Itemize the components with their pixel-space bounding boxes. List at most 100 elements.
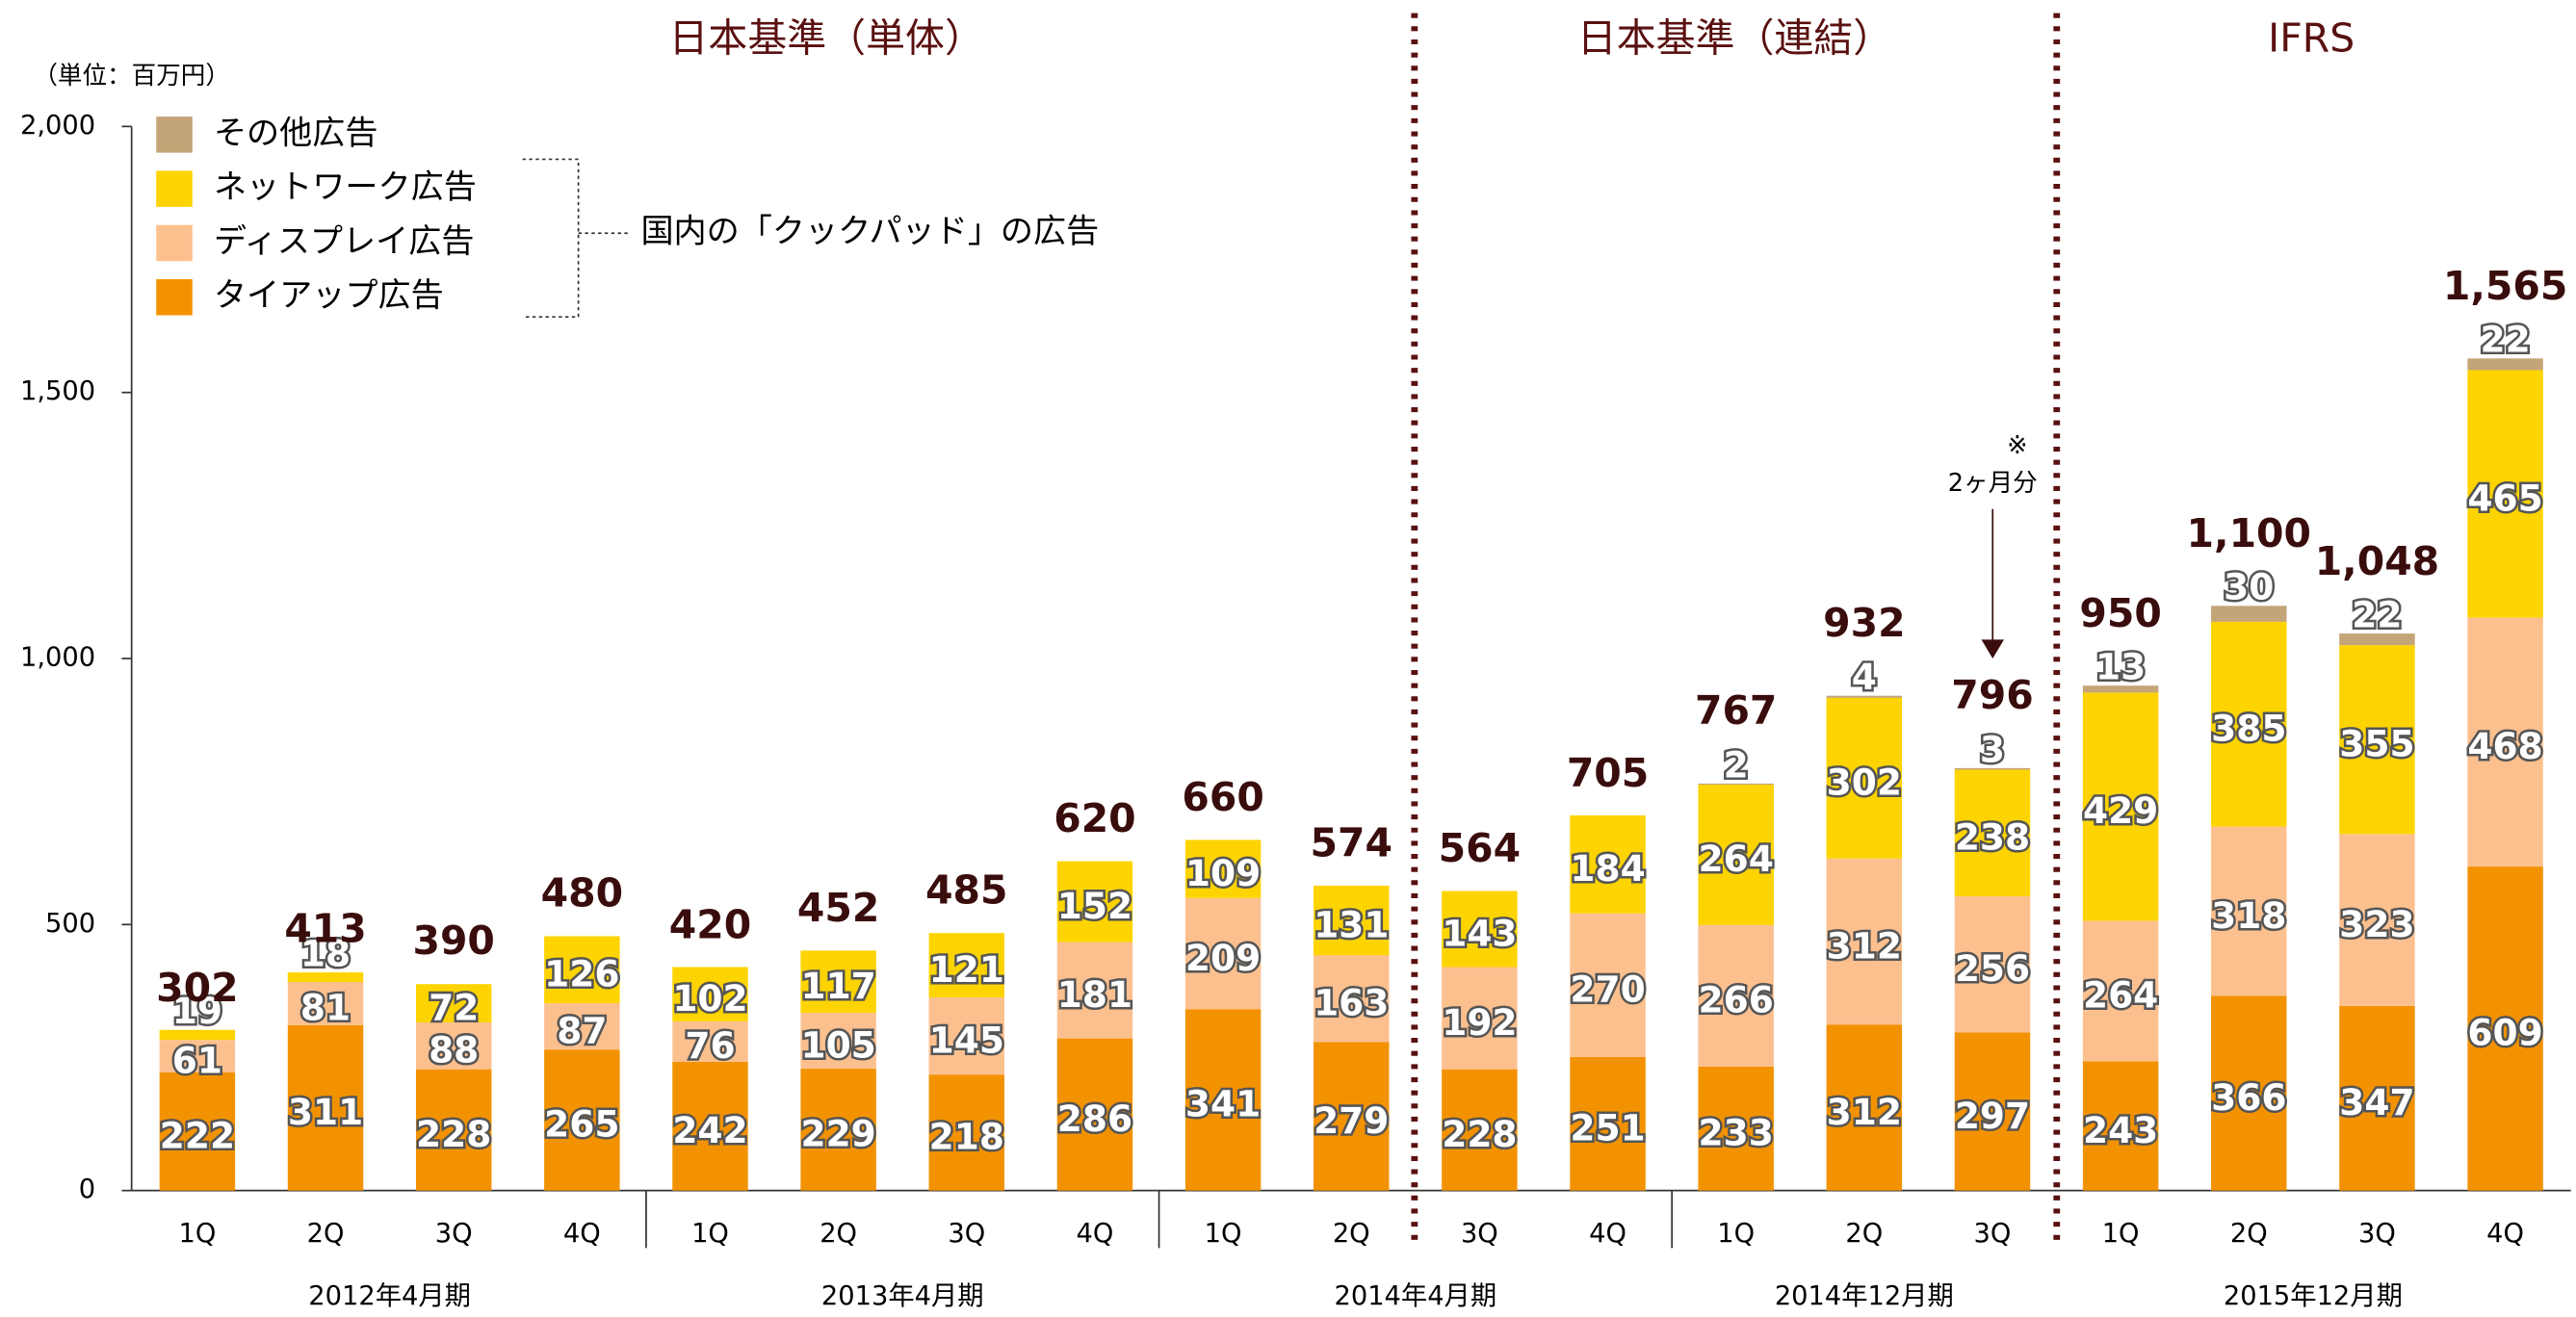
bar-segment (1826, 1024, 1903, 1191)
x-tick-label: 3Q (435, 1219, 473, 1249)
segment-label: 13 (2095, 646, 2146, 688)
total-label: 950 (2079, 590, 2161, 636)
segment-label: 192 (1442, 1001, 1517, 1044)
segment-label: 3 (1980, 728, 2005, 770)
period-label: 2014年12月期 (1775, 1281, 1954, 1311)
total-label: 390 (412, 917, 494, 964)
section-title: 日本基準（連結） (1577, 15, 1892, 62)
segment-label: 61 (172, 1039, 222, 1081)
bar-segment (1056, 1038, 1133, 1191)
bar-segment (544, 1003, 620, 1050)
bar-segment (1698, 784, 1774, 925)
segment-label: 256 (1955, 947, 2030, 990)
x-tick-label: 2Q (1845, 1219, 1883, 1249)
segment-label: 105 (800, 1023, 875, 1066)
total-label: 705 (1567, 750, 1649, 796)
bar-segment (415, 984, 492, 1023)
period-label: 2012年4月期 (308, 1281, 471, 1311)
bar-segment (928, 1074, 1005, 1191)
segment-label: 117 (800, 965, 875, 1007)
x-tick-label: 2Q (307, 1219, 345, 1249)
x-tick-label: 3Q (1461, 1219, 1498, 1249)
bar-segment (1954, 769, 2031, 897)
total-label: 302 (156, 965, 238, 1011)
legend-label: タイアップ広告 (214, 276, 444, 315)
legend-bracket-label: 国内の「クックパッド」の広告 (640, 213, 1099, 251)
legend-bracket (522, 158, 628, 319)
segment-label: 251 (1570, 1107, 1645, 1149)
x-tick-label: 1Q (2102, 1219, 2140, 1249)
bar-segment (2082, 685, 2159, 693)
segment-label: 264 (2083, 974, 2158, 1017)
total-label: 796 (1951, 672, 2033, 718)
segment-label: 318 (2211, 894, 2286, 937)
segment-label: 347 (2339, 1081, 2414, 1123)
segment-label: 468 (2467, 725, 2542, 767)
bar-segment (800, 950, 876, 1014)
y-tick-label: 500 (45, 909, 95, 939)
segment-label: 181 (1057, 973, 1132, 1016)
legend-label: その他広告 (214, 114, 378, 152)
annotation-text: 2ヶ月分 (1948, 469, 2038, 498)
bar-segment (1314, 1042, 1390, 1191)
segment-label: 30 (2224, 566, 2274, 608)
segment-label: 270 (1570, 968, 1645, 1011)
bar-segment (2211, 606, 2287, 622)
bar-segment (2467, 617, 2543, 867)
x-tick-label: 1Q (178, 1219, 216, 1249)
period-label: 2014年4月期 (1334, 1281, 1496, 1311)
total-label: 564 (1439, 825, 1521, 871)
legend-swatch (156, 224, 193, 262)
x-tick-label: 2Q (2230, 1219, 2268, 1249)
segment-label: 218 (929, 1116, 1004, 1158)
total-label: 932 (1823, 600, 1905, 646)
x-tick-label: 1Q (1717, 1219, 1755, 1249)
y-tick-label: 1,000 (20, 642, 95, 672)
y-tick-label: 0 (79, 1175, 95, 1204)
segment-label: 312 (1827, 1091, 1902, 1133)
bar-segment (2339, 834, 2415, 1006)
segment-label: 264 (1699, 838, 1774, 880)
bar-segment (159, 1029, 236, 1041)
bar-segment (1954, 767, 2031, 770)
total-label: 480 (541, 869, 623, 916)
bar-segment (287, 1024, 364, 1191)
total-label: 767 (1695, 687, 1777, 734)
bar-segment (2467, 866, 2543, 1191)
legend-swatch (156, 116, 193, 153)
bar-segment (1570, 1056, 1646, 1191)
bar-segment (1184, 839, 1262, 898)
bar-segment (1698, 1066, 1774, 1191)
bar-segment (544, 1049, 620, 1191)
total-label: 452 (797, 885, 879, 931)
total-label: 413 (284, 905, 366, 951)
x-tick-label: 4Q (1077, 1219, 1114, 1249)
bar-segment (1184, 897, 1262, 1010)
bar-segment (672, 1061, 748, 1191)
segment-label: 88 (429, 1029, 479, 1072)
bar-segment (1314, 885, 1390, 956)
bar-segment (1826, 697, 1903, 859)
x-tick-label: 3Q (948, 1219, 985, 1249)
bar-segment (544, 936, 620, 1004)
segment-label: 121 (929, 948, 1004, 991)
bar-segment (415, 1069, 492, 1191)
segment-label: 2 (1724, 743, 1749, 786)
bar-segment (672, 967, 748, 1021)
segment-label: 4 (1852, 656, 1877, 698)
segment-label: 311 (288, 1091, 363, 1133)
x-tick-label: 4Q (2486, 1219, 2524, 1249)
bar-segment (2082, 920, 2159, 1062)
segment-label: 22 (2480, 319, 2530, 361)
segment-label: 87 (557, 1009, 607, 1051)
segment-label: 109 (1185, 852, 1261, 894)
bar-segment (1184, 1009, 1262, 1191)
bar-segment (2339, 633, 2415, 646)
segment-label: 279 (1314, 1099, 1389, 1142)
total-label: 1,565 (2443, 263, 2567, 309)
segment-label: 355 (2339, 723, 2414, 765)
segment-label: 22 (2352, 593, 2402, 635)
bar-segment (2339, 1005, 2415, 1191)
segment-label: 126 (544, 953, 619, 995)
y-tick-label: 1,500 (20, 376, 95, 406)
